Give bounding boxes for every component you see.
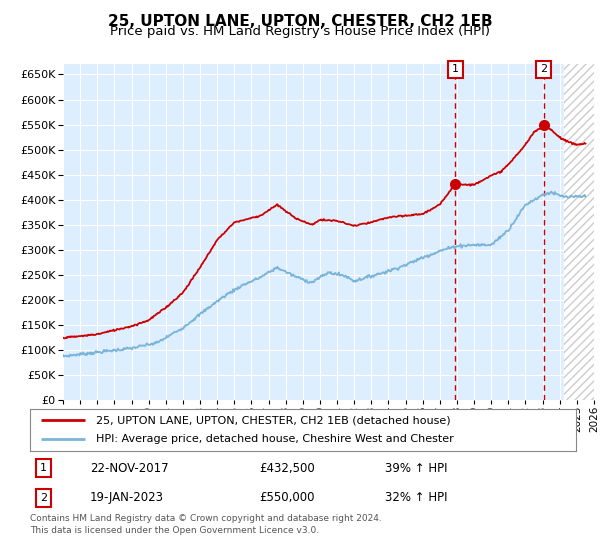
Text: 22-NOV-2017: 22-NOV-2017 — [90, 461, 169, 475]
Text: Contains HM Land Registry data © Crown copyright and database right 2024.: Contains HM Land Registry data © Crown c… — [30, 514, 382, 523]
Text: 32% ↑ HPI: 32% ↑ HPI — [385, 491, 448, 505]
Text: £432,500: £432,500 — [259, 461, 315, 475]
Text: 1: 1 — [40, 463, 47, 473]
Text: 25, UPTON LANE, UPTON, CHESTER, CH2 1EB (detached house): 25, UPTON LANE, UPTON, CHESTER, CH2 1EB … — [95, 415, 450, 425]
Bar — [564, 64, 594, 400]
Text: 19-JAN-2023: 19-JAN-2023 — [90, 491, 164, 505]
Text: 2: 2 — [540, 64, 547, 74]
Text: 2: 2 — [40, 493, 47, 503]
Text: 39% ↑ HPI: 39% ↑ HPI — [385, 461, 448, 475]
Bar — [564, 64, 594, 400]
Text: £550,000: £550,000 — [259, 491, 315, 505]
Text: This data is licensed under the Open Government Licence v3.0.: This data is licensed under the Open Gov… — [30, 526, 319, 535]
Text: HPI: Average price, detached house, Cheshire West and Chester: HPI: Average price, detached house, Ches… — [95, 435, 453, 445]
Text: 25, UPTON LANE, UPTON, CHESTER, CH2 1EB: 25, UPTON LANE, UPTON, CHESTER, CH2 1EB — [107, 14, 493, 29]
Text: Price paid vs. HM Land Registry's House Price Index (HPI): Price paid vs. HM Land Registry's House … — [110, 25, 490, 38]
Text: 1: 1 — [452, 64, 458, 74]
